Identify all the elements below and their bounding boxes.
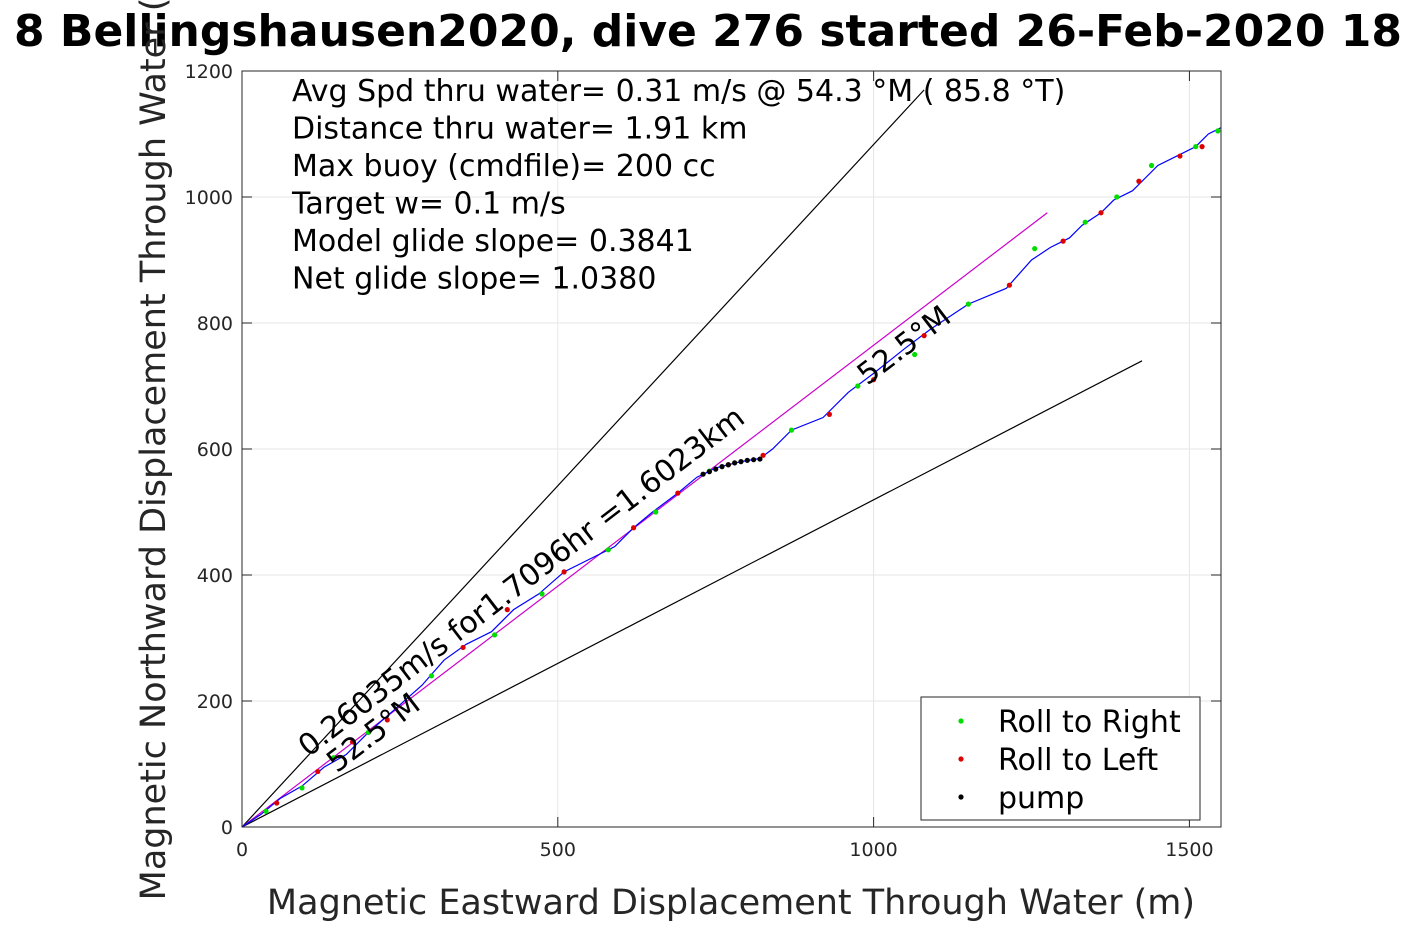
- point-roll-to-right: [428, 673, 435, 679]
- point-roll-to-left: [1177, 153, 1183, 159]
- point-roll-to-right: [653, 509, 659, 515]
- point-pump: [738, 459, 744, 465]
- point-roll-to-right: [1215, 128, 1221, 134]
- point-pump: [732, 460, 738, 466]
- point-roll-to-left: [675, 490, 681, 496]
- point-roll-to-left: [1060, 238, 1066, 244]
- point-roll-to-right: [855, 383, 861, 389]
- point-pump: [700, 471, 706, 477]
- point-roll-to-left: [1199, 144, 1205, 150]
- point-roll-to-right: [1114, 194, 1120, 200]
- info-line: Net glide slope= 1.0380: [292, 262, 656, 297]
- point-roll-to-left: [561, 569, 567, 575]
- point-roll-to-left: [760, 452, 766, 458]
- legend-marker: [958, 756, 964, 762]
- y-tick-label: 600: [197, 439, 233, 461]
- point-roll-to-right: [605, 547, 611, 553]
- legend-entry: Roll to Right: [998, 705, 1181, 740]
- legend-entry: pump: [998, 781, 1084, 816]
- reference-lines: [241, 89, 1143, 828]
- point-roll-to-right: [788, 427, 795, 433]
- point-roll-to-left: [871, 377, 877, 383]
- point-roll-to-right: [330, 755, 337, 761]
- point-pump: [725, 462, 731, 468]
- x-tick-label: 500: [540, 839, 576, 861]
- reference-line-lower: [241, 360, 1143, 828]
- point-roll-to-left: [826, 411, 833, 417]
- info-line: Max buoy (cmdfile)= 200 cc: [292, 149, 716, 184]
- point-roll-to-left: [315, 768, 321, 775]
- point-roll-to-left: [349, 739, 356, 745]
- info-line: Avg Spd thru water= 0.31 m/s @ 54.3 °M (…: [292, 74, 1065, 109]
- point-roll-to-right: [299, 785, 305, 791]
- point-pump: [744, 457, 750, 463]
- point-roll-to-left: [504, 607, 510, 613]
- marker-layer: [263, 128, 1221, 814]
- legend-box: [920, 696, 1201, 821]
- point-roll-to-right: [1032, 246, 1038, 252]
- y-tick-label: 1200: [185, 61, 233, 83]
- x-tick-label: 1500: [1165, 839, 1213, 861]
- y-tick-label: 800: [197, 313, 233, 335]
- x-tick-label: 1000: [849, 839, 897, 861]
- point-roll-to-left: [1136, 178, 1142, 184]
- point-pump: [757, 456, 763, 462]
- x-axis-label: Magnetic Eastward Displacement Through W…: [267, 883, 1195, 923]
- legend-marker: [958, 718, 964, 724]
- point-roll-to-right: [1193, 144, 1199, 150]
- y-axis-label: Magnetic Northward Displacement Through …: [134, 0, 174, 900]
- info-box: Avg Spd thru water= 0.31 m/s @ 54.3 °M (…: [291, 74, 1065, 297]
- point-roll-to-left: [384, 717, 390, 723]
- point-roll-to-right: [263, 808, 269, 814]
- reference-line-upper: [241, 89, 925, 828]
- point-roll-to-left: [1098, 210, 1104, 216]
- point-roll-to-left: [460, 644, 466, 651]
- point-roll-to-left: [1006, 282, 1013, 288]
- point-roll-to-right: [365, 729, 371, 736]
- x-tick-label: 0: [236, 839, 248, 861]
- point-roll-to-left: [274, 800, 280, 806]
- y-tick-label: 0: [221, 817, 233, 839]
- point-pump: [706, 469, 712, 475]
- info-line: Target w= 0.1 m/s: [291, 187, 566, 222]
- point-roll-to-right: [1148, 162, 1155, 169]
- y-tick-label: 400: [197, 565, 233, 587]
- info-line: Model glide slope= 0.3841: [292, 224, 694, 259]
- legend-marker: [958, 794, 964, 800]
- point-roll-to-left: [631, 525, 637, 531]
- chart-title: 8 Bellingshausen2020, dive 276 started 2…: [14, 6, 1402, 57]
- point-roll-to-right: [492, 632, 498, 638]
- point-pump: [751, 457, 757, 463]
- point-roll-to-right: [1082, 219, 1088, 225]
- legend-entry: Roll to Left: [998, 743, 1158, 778]
- reference-line-mean: [241, 212, 1048, 828]
- y-tick-label: 200: [197, 691, 233, 713]
- point-pump: [719, 464, 725, 470]
- point-roll-to-right: [965, 301, 971, 307]
- point-pump: [713, 466, 719, 472]
- point-roll-to-right: [539, 591, 545, 597]
- y-tick-label: 1000: [185, 187, 233, 209]
- info-line: Distance thru water= 1.91 km: [292, 112, 747, 147]
- tick-layer: 0 500 1000 1500 0 200 400 600 800 1000 1200: [185, 61, 1221, 861]
- point-roll-to-right: [912, 351, 918, 358]
- point-roll-to-left: [921, 333, 927, 339]
